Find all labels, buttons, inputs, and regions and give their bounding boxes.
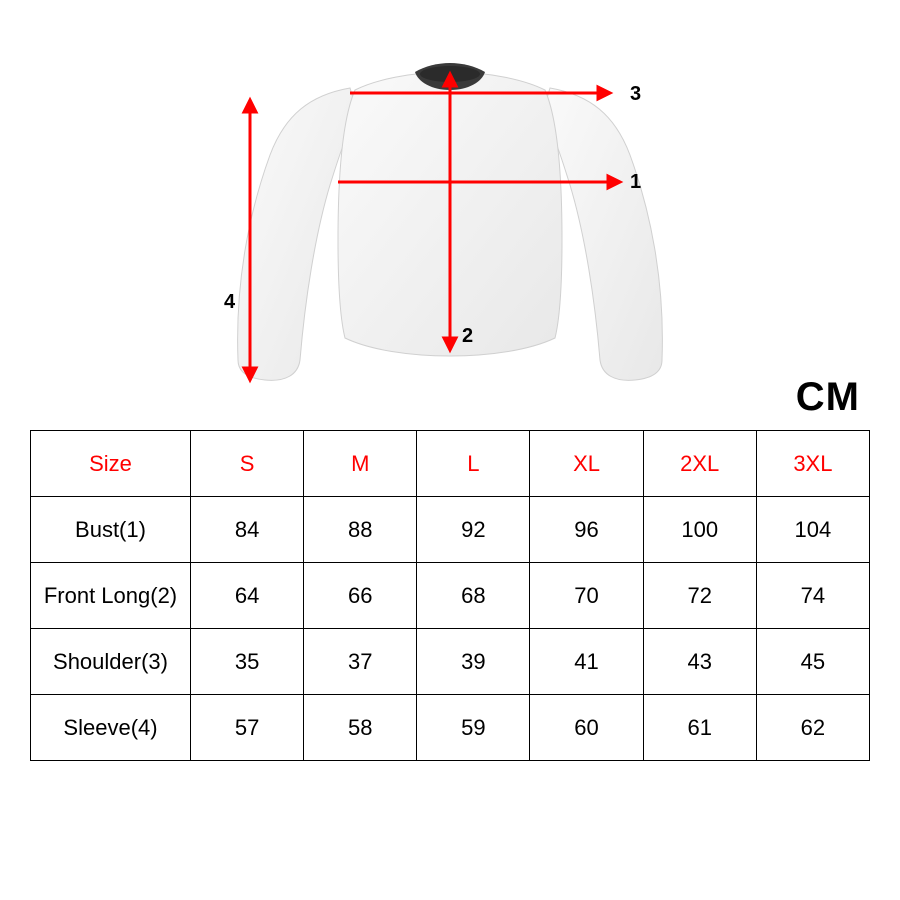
cell: 74 <box>756 563 869 629</box>
cell: 66 <box>304 563 417 629</box>
cell: 39 <box>417 629 530 695</box>
diagram-label-shoulder: 3 <box>630 83 641 105</box>
cell: 84 <box>191 497 304 563</box>
cell: 58 <box>304 695 417 761</box>
cell: 59 <box>417 695 530 761</box>
cell: 41 <box>530 629 643 695</box>
cell: 64 <box>191 563 304 629</box>
cell: 104 <box>756 497 869 563</box>
cell: 45 <box>756 629 869 695</box>
col-s: S <box>191 431 304 497</box>
shirt-diagram: 3 1 2 4 <box>190 60 710 400</box>
cell: 37 <box>304 629 417 695</box>
diagram-label-frontlong: 2 <box>462 325 473 347</box>
size-table: Size S M L XL 2XL 3XL Bust(1) 84 88 92 9… <box>30 430 870 761</box>
cell: 100 <box>643 497 756 563</box>
cell: 62 <box>756 695 869 761</box>
col-l: L <box>417 431 530 497</box>
diagram-label-sleeve: 4 <box>224 291 236 313</box>
cell: 61 <box>643 695 756 761</box>
cell: 68 <box>417 563 530 629</box>
col-3xl: 3XL <box>756 431 869 497</box>
cell: 43 <box>643 629 756 695</box>
unit-label: CM <box>796 375 860 420</box>
cell: 35 <box>191 629 304 695</box>
row-label: Shoulder(3) <box>31 629 191 695</box>
col-m: M <box>304 431 417 497</box>
cell: 88 <box>304 497 417 563</box>
cell: 72 <box>643 563 756 629</box>
cell: 60 <box>530 695 643 761</box>
row-label: Sleeve(4) <box>31 695 191 761</box>
cell: 57 <box>191 695 304 761</box>
diagram-area: 3 1 2 4 CM <box>0 0 900 430</box>
diagram-label-bust: 1 <box>630 171 641 193</box>
cell: 96 <box>530 497 643 563</box>
table-row: Bust(1) 84 88 92 96 100 104 <box>31 497 870 563</box>
table-header-row: Size S M L XL 2XL 3XL <box>31 431 870 497</box>
cell: 92 <box>417 497 530 563</box>
col-size: Size <box>31 431 191 497</box>
table-row: Front Long(2) 64 66 68 70 72 74 <box>31 563 870 629</box>
table-row: Shoulder(3) 35 37 39 41 43 45 <box>31 629 870 695</box>
col-xl: XL <box>530 431 643 497</box>
col-2xl: 2XL <box>643 431 756 497</box>
table-row: Sleeve(4) 57 58 59 60 61 62 <box>31 695 870 761</box>
row-label: Front Long(2) <box>31 563 191 629</box>
cell: 70 <box>530 563 643 629</box>
row-label: Bust(1) <box>31 497 191 563</box>
